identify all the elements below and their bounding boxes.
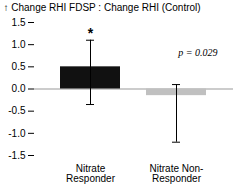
svg-text:-0.5: -0.5 <box>8 105 26 116</box>
svg-text:p = 0.029: p = 0.029 <box>177 47 217 58</box>
svg-text:0.5: 0.5 <box>12 61 26 72</box>
svg-text:1.0: 1.0 <box>12 39 26 50</box>
svg-text:Nitrate Non-Responder: Nitrate Non-Responder <box>150 163 204 184</box>
svg-text:0.0: 0.0 <box>12 83 26 94</box>
svg-text:NitrateResponder: NitrateResponder <box>66 163 116 184</box>
svg-text:-1.5: -1.5 <box>8 150 26 161</box>
svg-text:1.5: 1.5 <box>12 17 26 28</box>
svg-text:↑ Change RHI FDSP : Change RHI: ↑ Change RHI FDSP : Change RHI (Control) <box>4 2 201 13</box>
svg-text:-1.0: -1.0 <box>8 128 26 139</box>
svg-text:*: * <box>88 25 94 41</box>
